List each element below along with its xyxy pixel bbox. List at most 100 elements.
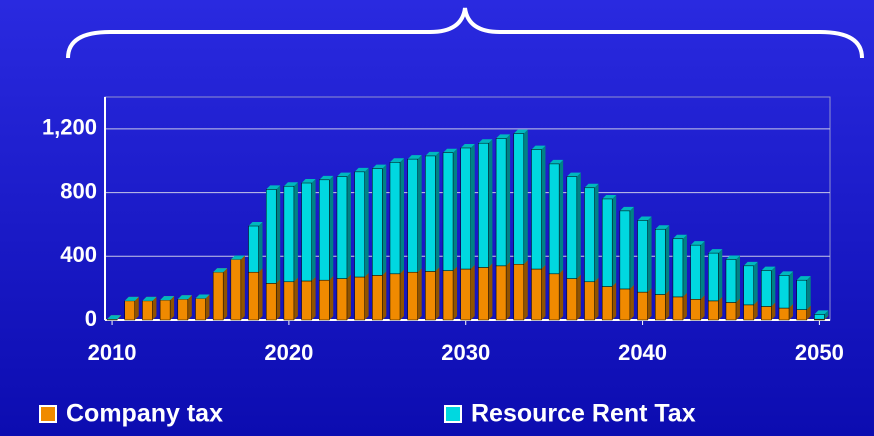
bar-side <box>576 172 581 279</box>
bar-top <box>301 179 316 184</box>
bar-side <box>329 276 334 320</box>
bar <box>531 149 542 270</box>
bar <box>708 252 719 302</box>
bar-side <box>400 158 404 274</box>
bar-top <box>425 151 440 156</box>
bar <box>124 300 136 321</box>
bar <box>743 265 754 306</box>
bar-side <box>453 148 458 271</box>
bar <box>283 281 295 321</box>
bar-side <box>629 206 634 289</box>
bar-side <box>682 292 687 320</box>
bar-side <box>470 265 475 320</box>
bar-side <box>506 261 511 320</box>
bar-side <box>417 268 422 320</box>
bar <box>672 296 684 321</box>
bar-top <box>407 155 422 160</box>
bar-top <box>230 255 245 260</box>
bar-top <box>248 222 263 227</box>
bar <box>159 299 171 321</box>
bar-side <box>594 183 599 282</box>
bar <box>814 314 825 320</box>
bar-side <box>311 179 316 281</box>
bar-side <box>612 282 617 320</box>
bar <box>619 210 631 290</box>
bar <box>654 228 666 295</box>
bar-top <box>213 268 228 273</box>
bar <box>637 291 648 321</box>
bar-side <box>364 167 369 277</box>
bar-side <box>346 172 351 279</box>
bar <box>336 176 348 279</box>
x-tick-label: 2040 <box>618 340 667 365</box>
bar-side <box>453 266 458 320</box>
bar-top <box>743 261 758 266</box>
bar-side <box>612 194 617 287</box>
x-tick-label: 2020 <box>264 340 313 365</box>
bar-side <box>205 294 210 320</box>
bar-side <box>435 267 440 320</box>
legend-swatch <box>39 405 57 423</box>
bar <box>548 163 560 275</box>
bar-top <box>354 167 369 172</box>
bar-side <box>364 272 369 320</box>
bar-top <box>160 296 175 301</box>
y-tick-label: 1,200 <box>42 115 97 140</box>
bar-side <box>276 185 281 284</box>
bar-top <box>142 296 157 301</box>
bar-side <box>470 143 475 270</box>
bar-side <box>329 175 334 281</box>
bar-top <box>460 143 475 148</box>
bar-side <box>311 276 316 320</box>
bar-top <box>690 241 705 246</box>
bar-side <box>293 277 298 320</box>
bar-top <box>602 194 617 199</box>
bar-top <box>478 139 493 144</box>
bar <box>513 133 525 265</box>
bar <box>761 270 772 307</box>
bar-side <box>400 269 404 320</box>
bar <box>601 198 613 287</box>
bar-top <box>708 249 723 254</box>
bar <box>265 189 277 284</box>
bar <box>212 271 224 321</box>
legend-label: Company tax <box>66 400 223 428</box>
bar-top <box>584 183 599 188</box>
bar-side <box>559 269 564 320</box>
x-tick-label: 2010 <box>88 340 137 365</box>
bar <box>354 171 365 278</box>
bar-side <box>170 296 175 320</box>
bar <box>407 271 418 321</box>
bar <box>566 176 578 279</box>
bar-side <box>506 134 511 266</box>
bar-side <box>541 265 546 320</box>
bar <box>796 279 807 310</box>
bar-side <box>647 216 652 293</box>
bar <box>566 278 578 321</box>
bar <box>319 279 330 321</box>
bar-side <box>789 304 794 320</box>
bar-top <box>372 164 387 169</box>
bar <box>460 147 471 270</box>
bar-top <box>566 172 581 177</box>
bar-top <box>283 182 298 187</box>
bar <box>478 267 489 321</box>
bar <box>672 238 684 298</box>
y-tick-label: 400 <box>60 242 97 267</box>
bar <box>796 309 807 321</box>
bar <box>442 270 454 321</box>
bar <box>425 155 436 272</box>
bar <box>495 138 507 267</box>
bar <box>336 278 348 321</box>
bar <box>761 306 772 321</box>
bar <box>354 276 365 321</box>
bar <box>319 179 330 281</box>
bar <box>301 280 312 321</box>
bar <box>654 294 666 321</box>
bar-side <box>240 255 245 320</box>
bar-side <box>594 277 599 320</box>
bar-top <box>549 159 564 164</box>
x-tick-label: 2030 <box>441 340 490 365</box>
bar-side <box>559 159 564 274</box>
